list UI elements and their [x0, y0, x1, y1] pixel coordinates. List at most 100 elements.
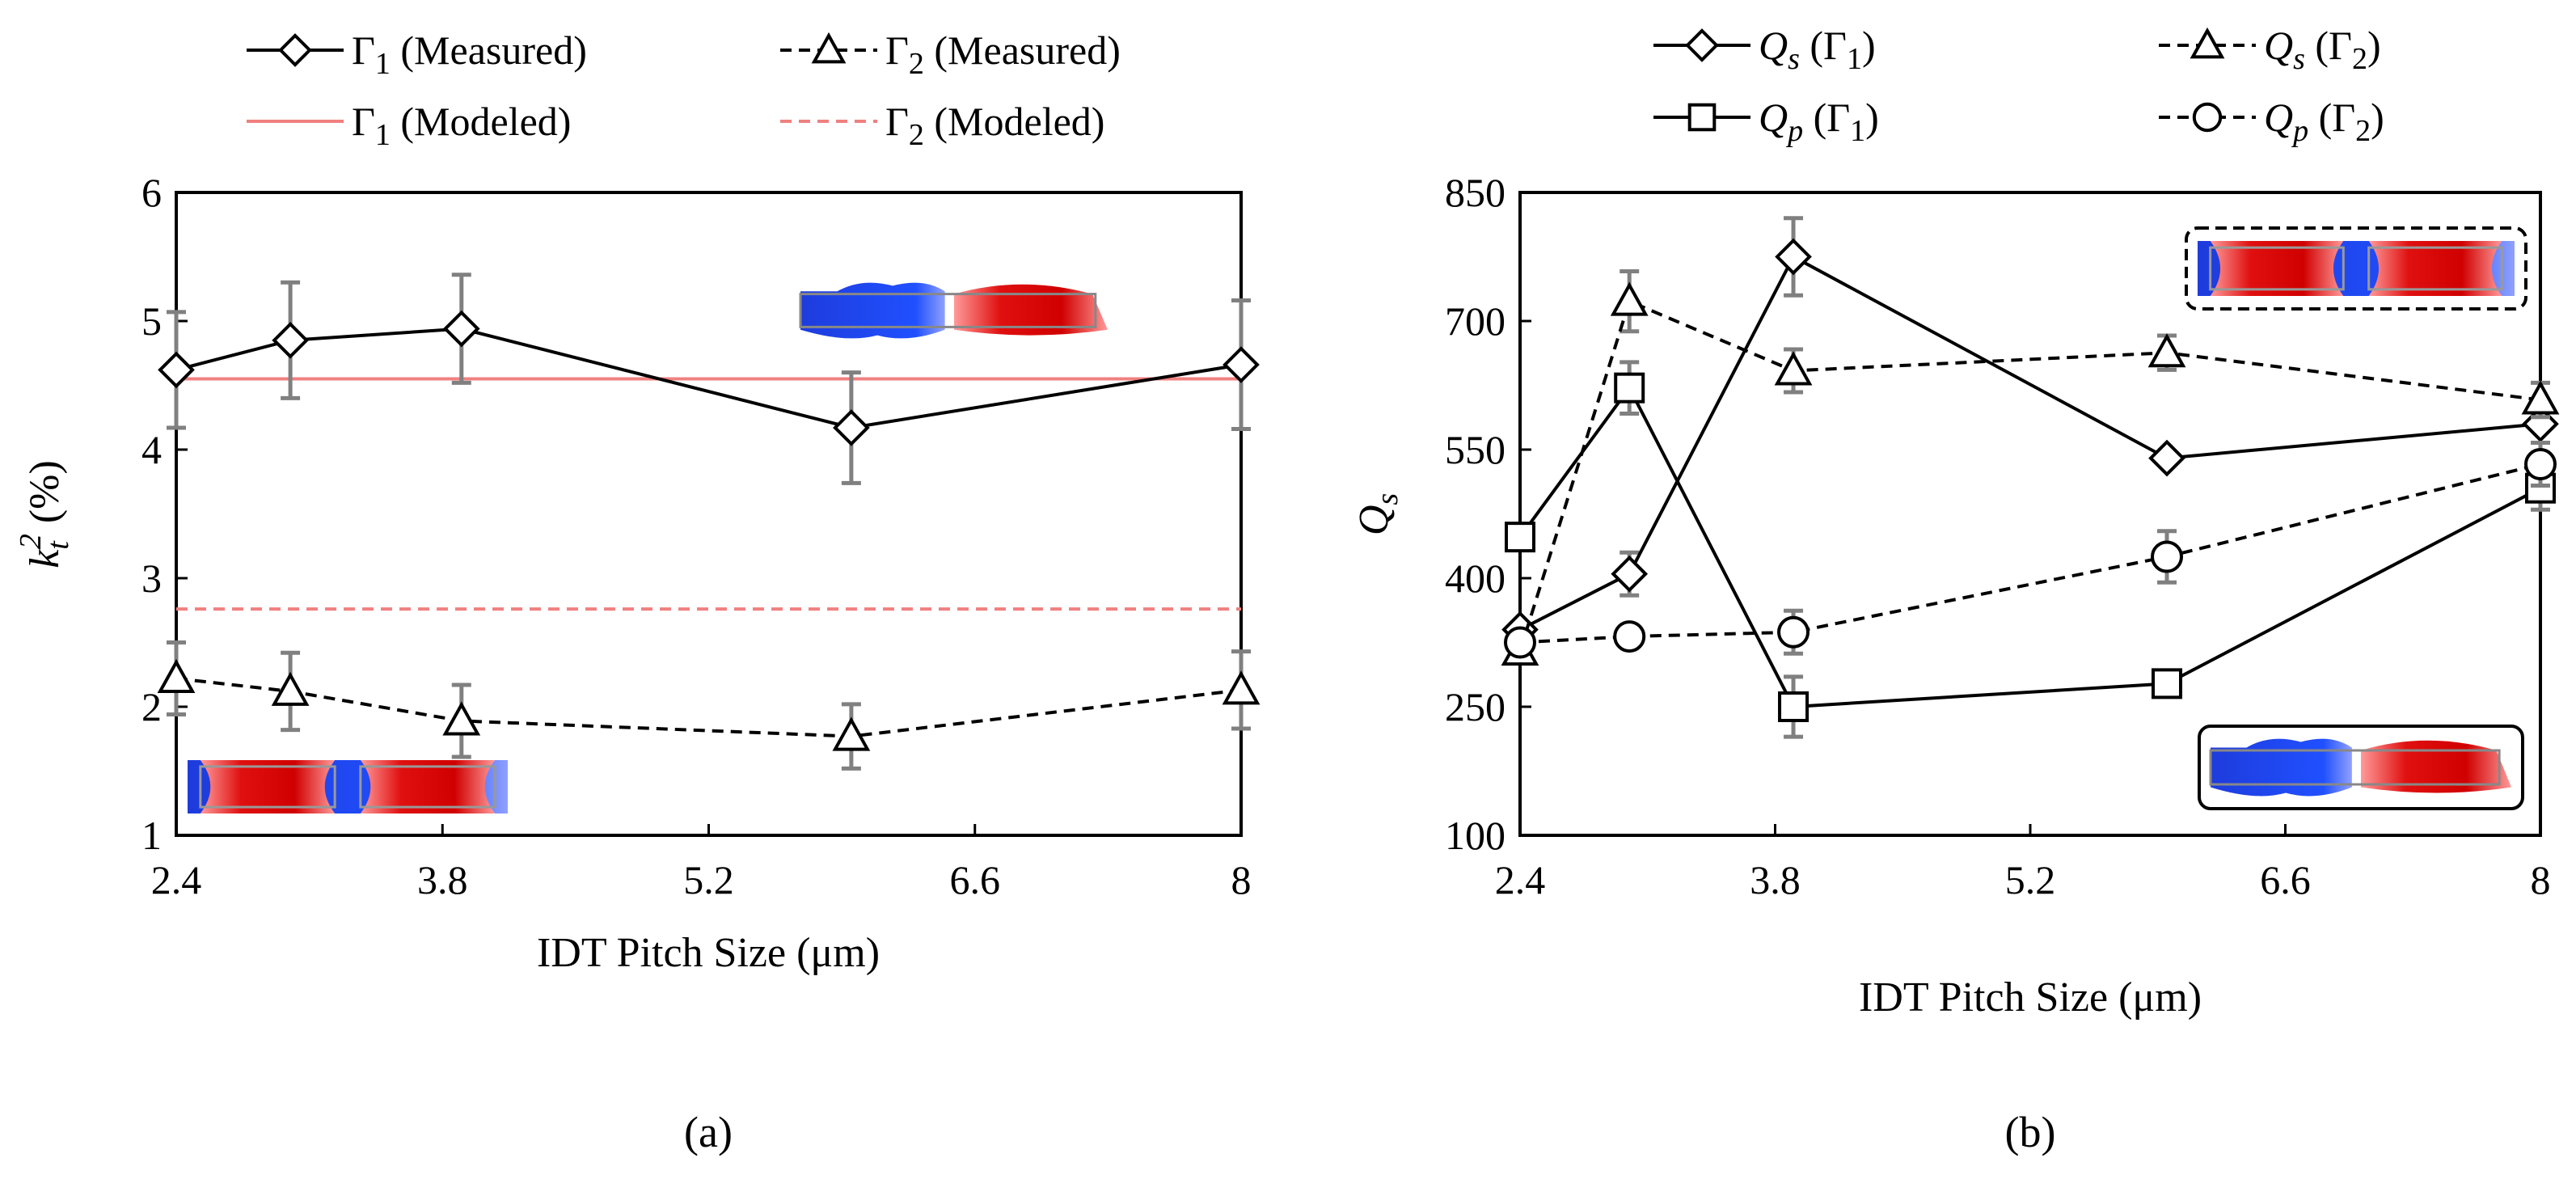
legend-item: Qp (Γ2): [2159, 95, 2384, 148]
series-circle: [1504, 441, 2557, 659]
data-point: [832, 716, 871, 751]
inset-red-region: [2368, 241, 2502, 296]
y-tick-label: 6: [141, 170, 162, 215]
legend-item: Qp (Γ1): [1653, 95, 1879, 148]
legend-label: Qp (Γ2): [2264, 95, 2384, 148]
x-tick-label: 6.6: [950, 857, 1001, 902]
x-tick-label: 5.2: [683, 857, 734, 902]
inset-blue-region: [800, 282, 945, 339]
data-point: [272, 322, 309, 359]
legend-item: Qs (Γ2): [2159, 23, 2381, 76]
panel-caption: (b): [2005, 1108, 2056, 1156]
data-point: [2152, 668, 2183, 699]
x-axis-label: IDT Pitch Size (μm): [537, 930, 880, 976]
plot-frame: [175, 191, 1243, 837]
x-tick-label: 6.6: [2260, 857, 2311, 902]
y-axis-label: Qs: [1351, 493, 1404, 535]
legend-item: Γ2 (Modeled): [780, 99, 1104, 152]
inset-red-region: [2210, 241, 2344, 296]
legend-marker: [1687, 103, 1717, 132]
inset-blue-region: [2211, 738, 2352, 797]
y-tick-label: 700: [1445, 298, 1505, 344]
legend-marker: [2190, 27, 2225, 59]
data-point: [1222, 670, 1261, 705]
data-point: [833, 409, 870, 446]
inset-red-region: [2361, 740, 2511, 793]
series-diamond: [158, 273, 1260, 485]
legend: Qs (Γ1) Qs (Γ2) Qp (Γ1) Qp (Γ2): [1653, 23, 2384, 148]
y-tick-label: 400: [1445, 556, 1505, 601]
data-point: [442, 310, 480, 348]
y-tick-label: 100: [1445, 813, 1505, 858]
x-tick-label: 2.4: [1495, 857, 1546, 902]
series-triangle: [1501, 269, 2560, 666]
legend-marker: [2192, 102, 2223, 133]
series-square: [1505, 360, 2556, 739]
y-axis-label: kt2 (%): [14, 460, 75, 568]
data-point: [2151, 540, 2184, 573]
mode-shape-inset-upper: [2185, 226, 2527, 311]
legend-label: Γ2 (Measured): [885, 27, 1121, 81]
series-line: [175, 677, 1242, 738]
panel-a: Γ1 (Measured) Γ2 (Measured) Γ1 (Modeled) Γ2…: [14, 27, 1261, 1156]
data-point: [1775, 238, 1812, 276]
inset-outline: [799, 293, 1097, 328]
data-point: [1504, 626, 1536, 659]
data-point: [2521, 380, 2560, 415]
x-tick-label: 3.8: [1750, 857, 1801, 902]
x-tick-label: 5.2: [2005, 857, 2056, 902]
inset-outline: [359, 765, 496, 809]
y-tick-label: 550: [1445, 427, 1505, 472]
legend: Γ1 (Measured) Γ2 (Measured) Γ1 (Modeled) Γ2…: [247, 27, 1121, 152]
legend-label: Qs (Γ1): [1759, 23, 1876, 76]
y-tick-label: 3: [141, 556, 162, 601]
data-point: [442, 701, 481, 736]
mode-shape-inset-upper: [799, 282, 1108, 339]
data-point: [1610, 281, 1649, 316]
data-point: [271, 671, 310, 706]
data-point: [1611, 555, 1649, 593]
legend-item: Γ1 (Modeled): [247, 99, 571, 152]
inset-red-region: [954, 284, 1108, 336]
x-tick-label: 3.8: [417, 857, 468, 902]
series-triangle: [157, 640, 1261, 771]
legend-marker: [1685, 28, 1719, 62]
x-tick-label: 8: [1231, 857, 1252, 902]
mode-shape-inset-lower: [188, 760, 508, 813]
y-tick-label: 1: [141, 813, 162, 858]
y-tick-label: 5: [141, 298, 162, 344]
plot-area: 100 250 400 550 700 850 2.4 3.8 5.2 6.6 8: [1445, 170, 2560, 902]
legend-label: Γ1 (Modeled): [352, 99, 571, 152]
data-point: [2148, 439, 2185, 477]
series-line: [1518, 384, 2541, 709]
y-tick-label: 850: [1445, 170, 1505, 215]
mode-shape-inset-lower: [2198, 725, 2524, 810]
x-tick-label: 2.4: [151, 857, 202, 902]
legend-label: Γ1 (Measured): [352, 27, 587, 81]
x-axis-label: IDT Pitch Size (μm): [1859, 974, 2202, 1021]
series-line: [1519, 463, 2541, 644]
panel-caption: (a): [684, 1108, 733, 1156]
inset-red-region: [360, 760, 496, 813]
legend-item: Γ2 (Measured): [780, 27, 1121, 81]
data-point: [1777, 615, 1810, 649]
data-point: [1613, 620, 1646, 653]
inset-outline: [199, 765, 336, 809]
legend-marker: [278, 33, 312, 67]
inset-red-region: [200, 760, 336, 813]
legend-item: Qs (Γ1): [1653, 23, 1876, 76]
legend-label: Γ2 (Modeled): [885, 99, 1104, 152]
data-point: [2147, 333, 2186, 368]
y-tick-label: 4: [141, 427, 162, 472]
x-tick-label: 8: [2531, 857, 2551, 902]
series-line: [1519, 254, 2541, 632]
data-point: [158, 351, 195, 389]
data-point: [1505, 522, 1535, 553]
inset-outline: [2367, 246, 2503, 291]
data-point: [1223, 346, 1260, 383]
data-point: [2524, 448, 2557, 481]
data-point: [1778, 691, 1810, 722]
legend-label: Qs (Γ2): [2264, 23, 2381, 76]
